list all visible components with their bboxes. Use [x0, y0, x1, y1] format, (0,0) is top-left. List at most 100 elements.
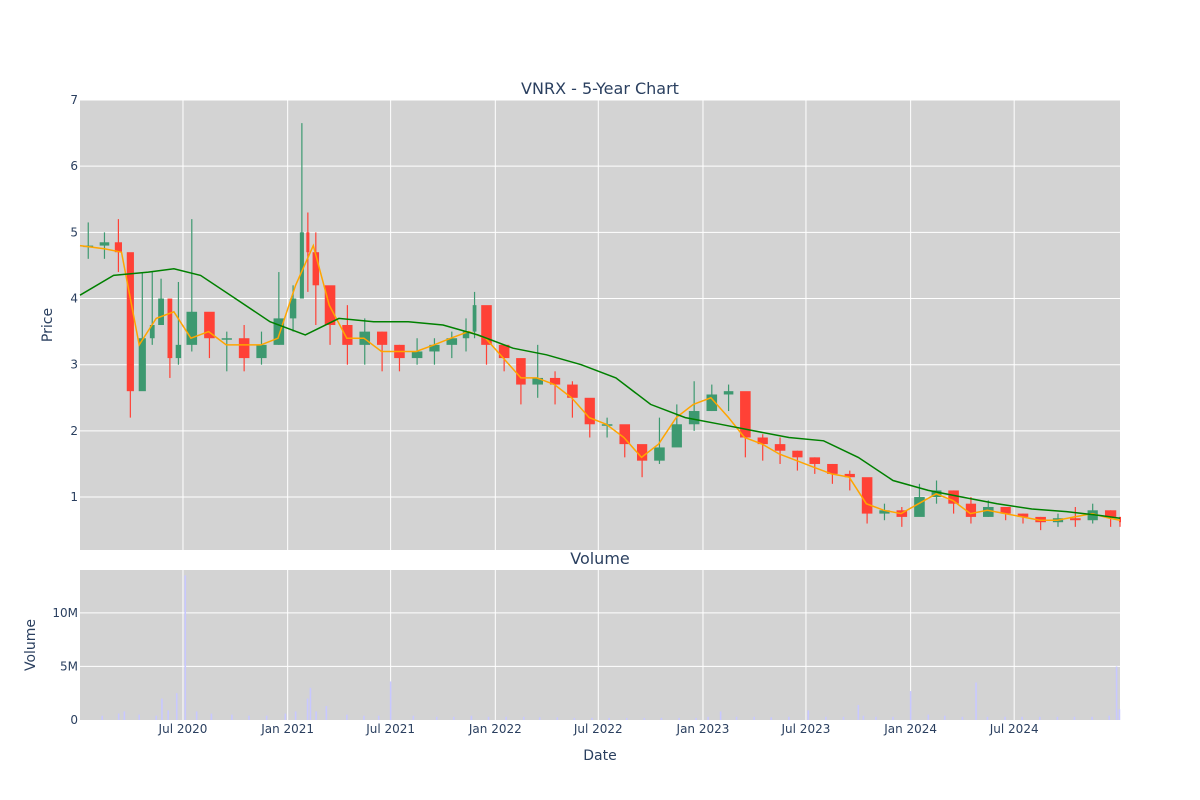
x-tick-label: Jul 2023: [781, 722, 831, 736]
volume-bar: [1108, 715, 1110, 720]
candle-down: [549, 377, 561, 385]
volume-grid: [80, 570, 1120, 720]
volume-bar: [719, 711, 722, 720]
volume-bar: [505, 716, 507, 720]
x-tick-label: Jan 2021: [260, 722, 314, 736]
volume-bar: [1073, 716, 1076, 720]
volume-bar: [248, 715, 250, 720]
candle-down: [1104, 510, 1117, 517]
volume-bar: [660, 717, 663, 720]
candle-up: [879, 510, 890, 514]
long-moving-average-line: [79, 268, 1121, 519]
volume-bar: [1118, 709, 1121, 720]
candle-up: [289, 298, 297, 319]
volume-bar: [265, 715, 268, 720]
x-tick-label: Jan 2022: [468, 722, 522, 736]
x-axis-title: Date: [583, 748, 616, 764]
volume-bar: [538, 717, 541, 720]
price-y-tick-label: 2: [70, 424, 78, 438]
price-y-tick-label: 7: [70, 93, 78, 107]
candle-down: [636, 444, 648, 461]
price-y-tick-label: 4: [70, 292, 78, 306]
volume-bar: [101, 715, 103, 720]
volume-x-ticks: Jul 2020 Jan 2021 Jul 2021 Jan 2022 Jul 2022…: [158, 722, 1039, 736]
candle-down: [312, 252, 320, 286]
volume-y-axis-title: Volume: [23, 619, 39, 671]
candle-down: [619, 424, 631, 445]
volume-bar: [678, 717, 680, 720]
volume-bar: [210, 713, 213, 720]
volume-bar: [195, 711, 198, 720]
volume-bar: [927, 714, 930, 720]
price-y-ticks: 1 2 3 4 5 6 7: [70, 93, 78, 504]
candle-up: [99, 242, 110, 246]
volume-bar: [184, 575, 187, 720]
candle-down: [1000, 506, 1011, 514]
price-y-tick-label: 1: [70, 490, 78, 504]
volume-bar: [231, 714, 233, 720]
candle-up: [914, 497, 925, 517]
volume-bar: [294, 711, 297, 720]
volume-bar: [435, 716, 438, 720]
volume-bar: [986, 716, 989, 720]
volume-bar: [1091, 716, 1093, 720]
candle-up: [175, 344, 182, 359]
candle-up: [256, 344, 267, 359]
volume-bar: [753, 716, 755, 720]
volume-bar: [309, 687, 312, 720]
candle-down: [126, 252, 134, 392]
candle-up: [706, 394, 718, 412]
volume-bar: [1021, 716, 1023, 720]
volume-bar: [389, 681, 392, 720]
candle-up: [723, 391, 734, 395]
candle-up: [299, 232, 304, 299]
volume-bar: [522, 716, 525, 720]
volume-bar: [363, 715, 365, 720]
volume-bar: [857, 705, 860, 720]
candle-up: [446, 338, 458, 345]
candle-up: [654, 447, 665, 461]
volume-bar: [807, 710, 810, 720]
volume-bar: [167, 710, 169, 720]
volume-bar: [573, 717, 576, 720]
volume-bar: [117, 713, 120, 720]
candle-up: [273, 318, 285, 345]
candle-down: [238, 338, 250, 359]
candle-down: [567, 384, 578, 398]
candle-down: [827, 463, 838, 474]
volume-bar: [695, 717, 697, 720]
volume-bar: [161, 698, 163, 720]
candle-down: [844, 473, 855, 478]
candle-up: [688, 411, 700, 425]
volume-bar: [862, 715, 865, 720]
candle-up: [472, 305, 477, 332]
candle-up: [983, 506, 994, 517]
price-grid: [80, 99, 1120, 550]
price-moving-averages: [79, 243, 1121, 521]
volume-bar: [909, 691, 912, 720]
candle-up: [158, 298, 164, 325]
candle-up: [138, 338, 146, 392]
volume-bar: [825, 716, 827, 720]
volume-bar: [735, 716, 738, 720]
volume-bar: [487, 716, 490, 720]
volume-bar: [377, 715, 380, 720]
candle-down: [1070, 518, 1081, 521]
candle-down: [965, 503, 977, 517]
volume-y-ticks: 0 5M 10M: [52, 606, 78, 727]
volume-bar: [470, 715, 473, 720]
candle-up: [462, 331, 470, 339]
volume-bar: [961, 716, 964, 720]
candle-up: [671, 424, 682, 448]
candle-down: [498, 344, 510, 359]
volume-bar: [1056, 716, 1059, 720]
price-y-axis-title: Price: [40, 308, 56, 342]
volume-y-tick-label: 0: [70, 713, 78, 727]
price-chart-title: VNRX - 5-Year Chart: [521, 79, 679, 98]
price-y-tick-label: 6: [70, 159, 78, 173]
candle-down: [1017, 513, 1029, 517]
volume-bar: [625, 717, 628, 720]
volume-bars: [101, 575, 1121, 720]
volume-bar: [643, 717, 646, 720]
